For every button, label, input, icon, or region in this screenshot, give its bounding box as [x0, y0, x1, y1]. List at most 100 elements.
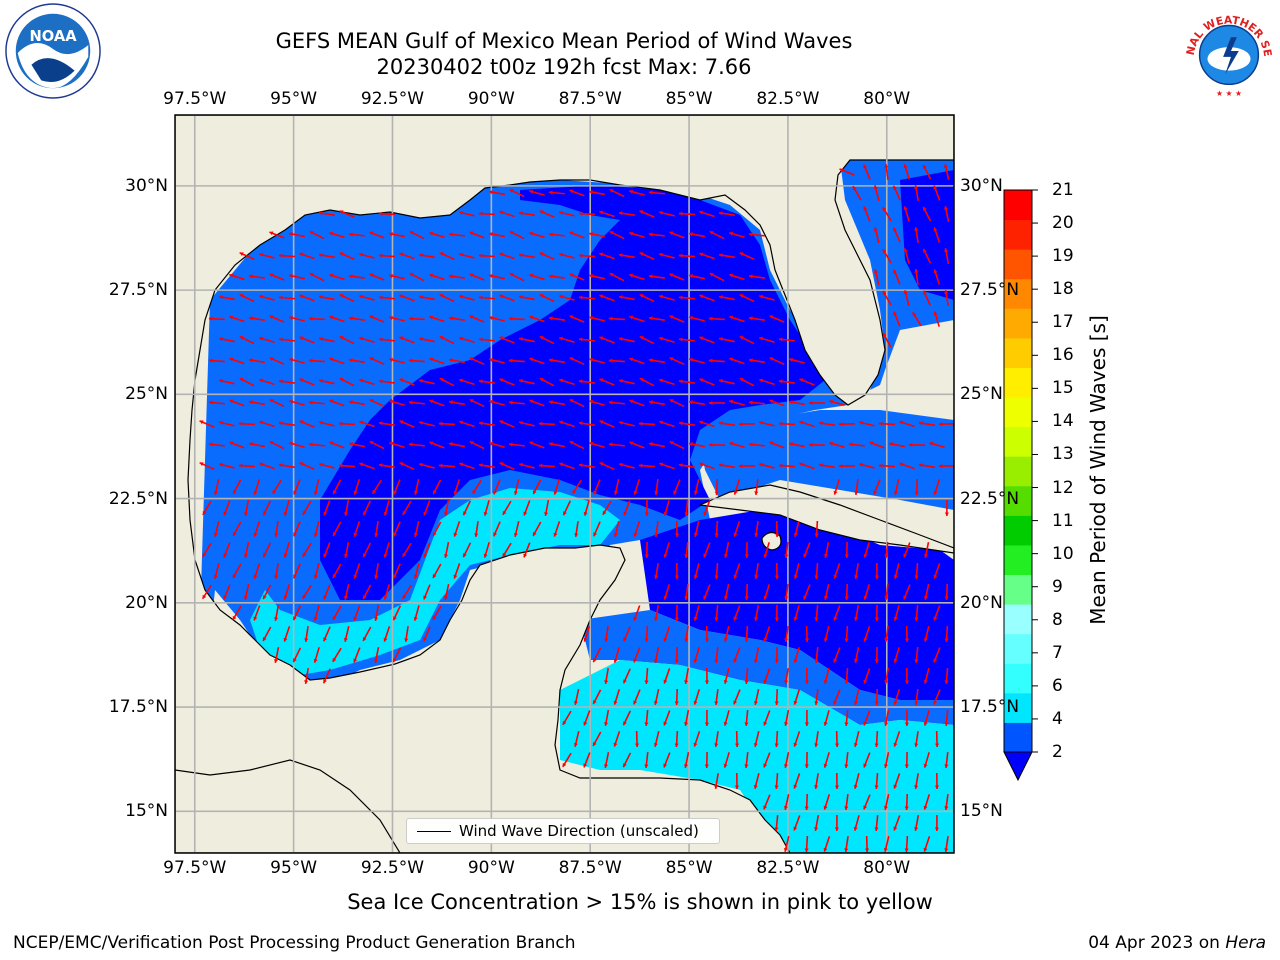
wave-direction-arrow: [529, 357, 545, 365]
wave-direction-arrow: [258, 252, 275, 259]
wave-direction-arrow: [784, 667, 789, 685]
wave-direction-arrow: [814, 814, 820, 832]
wave-direction-arrow: [734, 730, 740, 748]
wave-direction-arrow: [904, 835, 909, 853]
lon-tick-label: 95°W: [270, 858, 318, 878]
wave-direction-arrow: [253, 605, 261, 621]
wave-direction-arrow: [308, 358, 325, 363]
wave-direction-arrow: [654, 562, 659, 580]
wave-direction-arrow: [884, 163, 889, 181]
wave-direction-arrow: [922, 206, 932, 222]
wave-direction-arrow: [754, 604, 760, 622]
wave-direction-arrow: [644, 709, 649, 727]
wave-direction-arrow: [709, 272, 725, 282]
wave-direction-arrow: [362, 542, 372, 558]
wave-direction-arrow: [262, 500, 272, 516]
lat-tick-label: 17.5°N: [960, 697, 1020, 718]
wave-direction-arrow: [793, 773, 801, 789]
wave-direction-arrow: [892, 185, 901, 201]
wave-direction-arrow: [693, 563, 700, 579]
wave-direction-arrow: [874, 562, 880, 580]
wave-direction-arrow: [753, 646, 760, 664]
wave-direction-arrow: [362, 500, 372, 516]
wave-direction-arrow: [744, 625, 749, 643]
wave-direction-arrow: [432, 479, 442, 495]
lat-tick-label: 30°N: [125, 175, 168, 196]
wave-direction-arrow: [874, 646, 879, 664]
wave-direction-arrow: [663, 626, 671, 642]
wave-direction-arrow: [933, 185, 941, 201]
wave-direction-arrow: [804, 835, 809, 853]
wave-direction-arrow: [329, 315, 345, 323]
chart-subtitle: 20230402 t00z 192h fcst Max: 7.66: [376, 55, 752, 79]
wave-direction-arrow: [448, 442, 465, 448]
wave-direction-arrow: [904, 709, 909, 727]
wave-direction-arrow: [814, 688, 819, 706]
wave-direction-arrow: [239, 293, 255, 303]
wave-direction-arrow: [499, 378, 515, 386]
wave-direction-arrow: [423, 584, 431, 600]
wave-direction-arrow: [332, 563, 342, 579]
wave-direction-arrow: [644, 667, 649, 685]
wave-direction-arrow: [863, 584, 871, 600]
wave-direction-arrow: [302, 500, 312, 516]
wave-direction-arrow: [259, 336, 275, 344]
wave-direction-arrow: [488, 232, 505, 238]
wave-direction-arrow: [884, 583, 889, 601]
wave-direction-arrow: [884, 667, 889, 685]
lon-tick-label: 87.5°W: [558, 89, 622, 109]
wave-direction-arrow: [523, 542, 531, 558]
wave-direction-arrow: [654, 604, 660, 622]
wave-direction-arrow: [729, 315, 745, 323]
wave-direction-arrow: [248, 442, 265, 448]
wave-direction-arrow: [293, 521, 301, 537]
wave-direction-arrow: [313, 647, 320, 663]
wave-direction-arrow: [413, 563, 420, 579]
wave-direction-arrow: [559, 378, 575, 386]
wave-direction-arrow: [678, 211, 695, 216]
wave-direction-arrow: [844, 667, 849, 685]
colorbar-segment: [1004, 278, 1032, 309]
wave-direction-arrow: [353, 479, 361, 495]
wave-direction-arrow: [688, 400, 705, 406]
wave-direction-arrow: [599, 420, 615, 428]
wave-direction-arrow: [608, 400, 625, 405]
wave-direction-arrow: [459, 336, 475, 344]
wave-direction-arrow: [944, 289, 950, 307]
wave-direction-arrow: [269, 315, 285, 323]
wave-direction-arrow: [323, 584, 331, 600]
wave-direction-arrow: [304, 625, 309, 643]
wave-direction-arrow: [718, 211, 735, 216]
wave-direction-arrow: [893, 269, 901, 285]
wave-direction-arrow: [213, 479, 220, 495]
wave-direction-arrow: [878, 421, 895, 426]
wave-direction-arrow: [569, 273, 585, 281]
wave-direction-arrow: [499, 336, 515, 344]
wave-direction-arrow: [659, 336, 675, 344]
wave-direction-arrow: [759, 378, 775, 386]
colorbar-tick-label: 17: [1052, 312, 1074, 333]
wave-direction-arrow: [578, 211, 595, 216]
wave-direction-arrow: [758, 462, 775, 469]
wave-direction-arrow: [863, 710, 871, 726]
wave-direction-arrow: [529, 315, 545, 323]
wave-direction-arrow: [213, 563, 220, 579]
wave-direction-arrow: [944, 835, 949, 853]
wave-direction-arrow: [893, 605, 900, 621]
wave-direction-arrow: [629, 273, 645, 281]
wave-direction-arrow: [944, 709, 949, 727]
wave-direction-arrow: [592, 689, 602, 705]
wave-direction-arrow: [723, 710, 730, 726]
wave-direction-arrow: [882, 332, 892, 348]
wave-direction-arrow: [569, 315, 585, 323]
wave-direction-arrow: [218, 420, 235, 427]
wave-direction-arrow: [518, 420, 535, 427]
wave-direction-arrow: [573, 689, 580, 705]
wave-direction-arrow: [639, 251, 655, 261]
wave-direction-arrow: [769, 399, 785, 407]
wave-direction-arrow: [509, 272, 525, 282]
wave-direction-arrow: [633, 605, 641, 621]
wave-direction-arrow: [569, 398, 585, 408]
wave-direction-arrow: [288, 399, 305, 406]
wave-direction-arrow: [733, 605, 741, 621]
